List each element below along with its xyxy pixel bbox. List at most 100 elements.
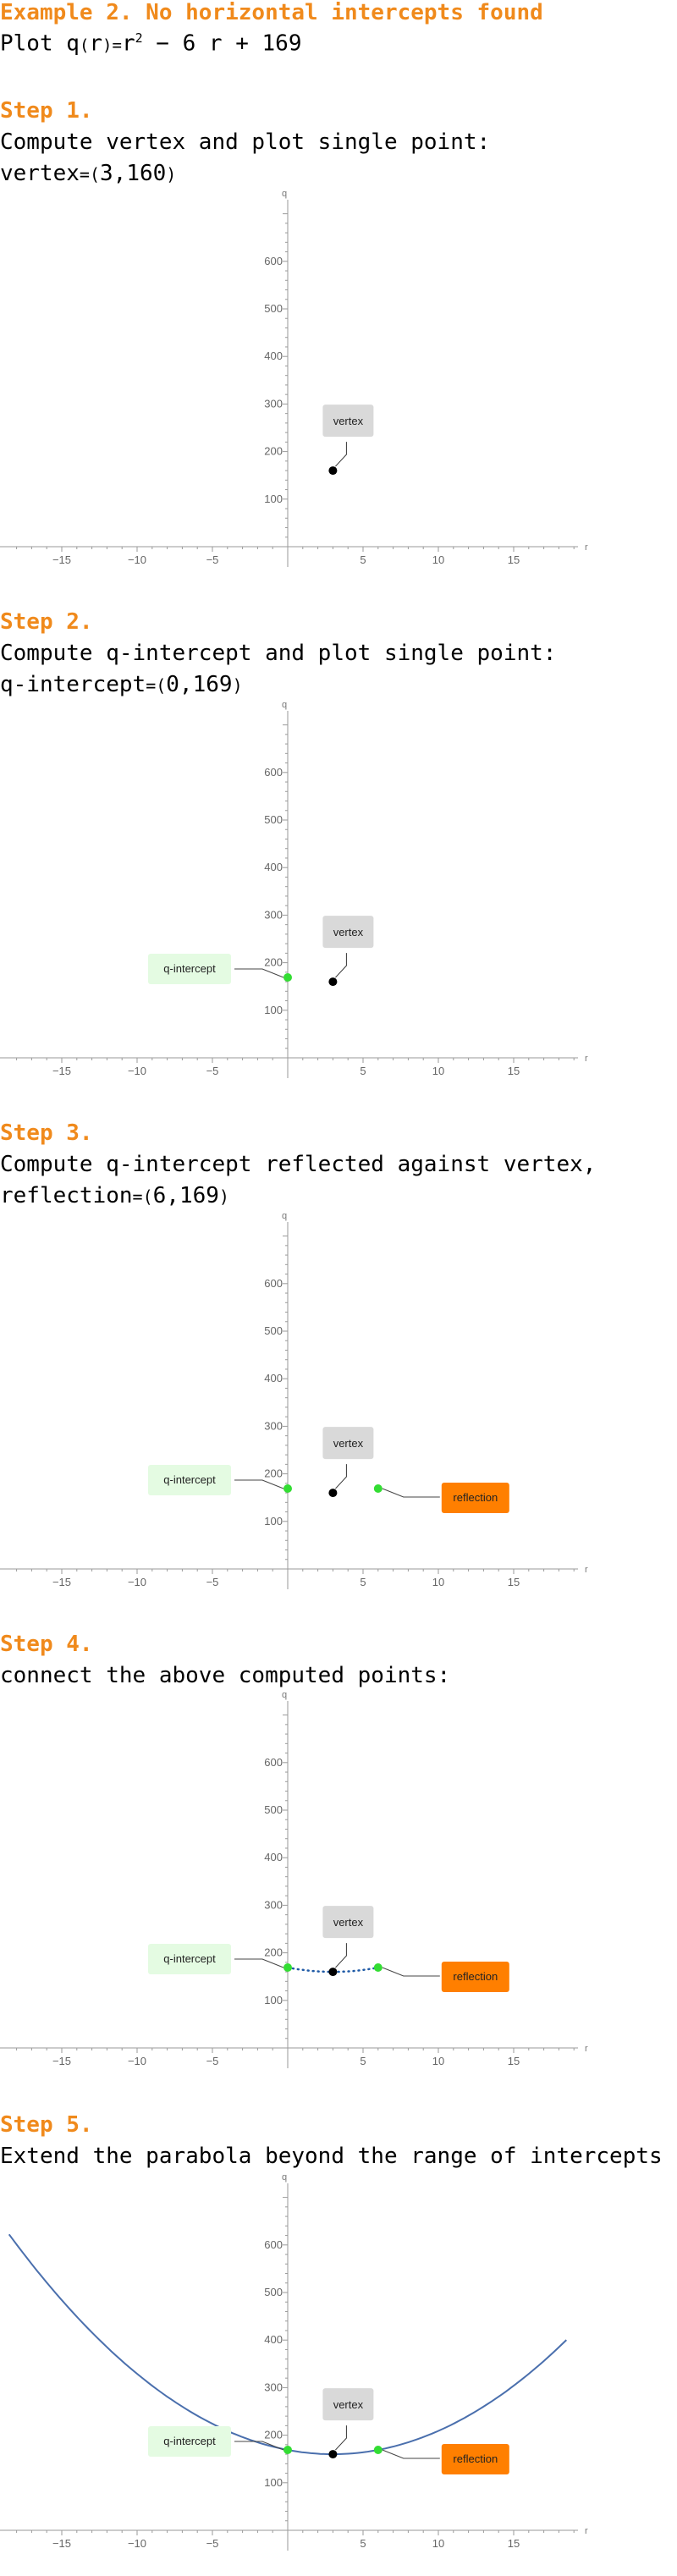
x-tick-label: −5	[206, 553, 219, 566]
x-tick-label: 5	[360, 553, 366, 566]
reflection-label: reflection	[453, 2452, 498, 2465]
reflection-leader-line	[382, 2449, 440, 2459]
y-tick-label: 400	[264, 1372, 283, 1384]
y-tick-label: 300	[264, 908, 283, 921]
value-name: q-intercept	[0, 672, 146, 697]
plot-exponent: 2	[135, 30, 143, 46]
y-tick-label: 300	[264, 397, 283, 410]
value-close: )	[218, 1186, 229, 1207]
y-axis-label: q	[282, 189, 287, 199]
y-tick-label: 500	[264, 1324, 283, 1337]
x-tick-label: 10	[432, 2055, 444, 2067]
vertex-point	[328, 1489, 338, 1498]
y-tick-label: 100	[264, 1994, 283, 2006]
q-intercept-leader-line	[234, 968, 284, 978]
x-axis-label: r	[585, 2526, 588, 2536]
y-tick-label: 100	[264, 493, 283, 505]
x-axis-label: r	[585, 1054, 588, 1064]
x-tick-label: 10	[432, 1065, 444, 1077]
step-description: Extend the parabola beyond the range of …	[0, 2144, 663, 2169]
y-tick-label: 500	[264, 813, 283, 826]
x-tick-label: 10	[432, 1576, 444, 1588]
x-tick-label: −15	[52, 553, 71, 566]
step-2: Step 2. Compute q-intercept and plot sin…	[0, 606, 677, 702]
vertex-label-box	[322, 916, 374, 949]
chart-step-2: r q −15 −10 −5 5 10 15 100 200 300 400 500 600 vertex q…	[0, 700, 588, 1078]
value-open: (	[89, 164, 101, 184]
x-tick-label: −15	[52, 2055, 71, 2067]
step-1: Step 1. Compute vertex and plot single p…	[0, 95, 677, 190]
q-intercept-leader-line	[234, 1958, 284, 1968]
x-axis-label: r	[585, 2044, 588, 2054]
plot-fname: q	[66, 30, 80, 57]
value-open: (	[156, 675, 167, 696]
step-description: connect the above computed points:	[0, 1663, 451, 1688]
x-tick-label: 5	[360, 2055, 366, 2067]
step-3: Step 3. Compute q-intercept reflected ag…	[0, 1117, 677, 1213]
vertex-leader-line	[335, 2425, 347, 2451]
y-axis-label: q	[282, 1690, 287, 1700]
y-tick-label: 500	[264, 2286, 283, 2298]
plot-expression: Plot q(r)=r2 − 6 r + 169	[0, 30, 301, 57]
y-axis-label: q	[282, 700, 287, 710]
chart-step-5: r q −15 −10 −5 5 10 15 100 200 300 400 500 600 vertex q…	[0, 2172, 588, 2551]
value-open: (	[142, 1186, 153, 1207]
y-tick-label: 300	[264, 1898, 283, 1911]
x-tick-label: 5	[360, 1576, 366, 1588]
reflection-label: reflection	[453, 1491, 498, 1504]
plot-eq: =	[112, 36, 122, 55]
y-tick-label: 400	[264, 1851, 283, 1863]
vertex-label-box	[322, 1906, 374, 1939]
reflection-label-box	[441, 1962, 509, 1993]
vertex-point	[328, 2450, 338, 2459]
x-tick-label: −5	[206, 1576, 219, 1588]
page-title: Example 2. No horizontal intercepts foun…	[0, 0, 543, 25]
x-tick-label: −10	[128, 1576, 146, 1588]
plot-arg: r	[89, 30, 103, 57]
x-tick-label: −15	[52, 2537, 71, 2550]
reflection-label-box	[441, 2444, 509, 2475]
q-intercept-leader-line	[234, 1479, 284, 1489]
y-tick-label: 100	[264, 2476, 283, 2489]
vertex-leader-line	[335, 1943, 347, 1968]
value-eq: =	[79, 164, 90, 184]
x-axis-label: r	[585, 542, 588, 553]
q-intercept-point	[283, 1963, 292, 1973]
q-intercept-label: q-intercept	[163, 1952, 216, 1965]
q-intercept-point	[283, 973, 292, 983]
vertex-leader-line	[335, 953, 347, 978]
vertex-label-box	[322, 405, 374, 438]
paren-open: (	[79, 36, 90, 55]
step-description: Compute q-intercept reflected against ve…	[0, 1152, 597, 1177]
y-tick-label: 300	[264, 1419, 283, 1432]
vertex-label-box	[322, 2388, 374, 2421]
x-tick-label: 5	[360, 2537, 366, 2550]
plot-rest: − 6 r + 169	[142, 30, 302, 57]
y-tick-label: 200	[264, 1467, 283, 1480]
x-tick-label: −10	[128, 2537, 146, 2550]
y-tick-label: 400	[264, 861, 283, 873]
q-intercept-label-box	[148, 2426, 231, 2458]
x-tick-label: −10	[128, 553, 146, 566]
step-value: q-intercept=(0,169)	[0, 669, 677, 702]
step-title: Step 3.	[0, 1120, 93, 1146]
x-tick-label: 15	[508, 2537, 520, 2550]
y-axis-label: q	[282, 2172, 287, 2182]
y-tick-label: 200	[264, 1946, 283, 1959]
x-tick-label: 15	[508, 1576, 520, 1588]
plot-prefix: Plot	[0, 30, 67, 57]
chart-step-4: r q −15 −10 −5 5 10 15 100 200 300 400 500 600 vertex q…	[0, 1690, 588, 2068]
value-coords: 3,160	[100, 161, 167, 186]
x-tick-label: −5	[206, 2537, 219, 2550]
vertex-label: vertex	[333, 926, 364, 938]
q-intercept-point	[283, 1484, 292, 1494]
x-axis-label: r	[585, 1565, 588, 1575]
reflection-leader-line	[382, 1488, 440, 1498]
y-tick-label: 400	[264, 2333, 283, 2346]
vertex-label: vertex	[333, 1437, 364, 1450]
value-coords: 0,169	[166, 672, 233, 697]
y-tick-label: 600	[264, 1756, 283, 1769]
x-tick-label: −5	[206, 1065, 219, 1077]
y-tick-label: 600	[264, 766, 283, 779]
step-title: Step 5.	[0, 2112, 93, 2138]
